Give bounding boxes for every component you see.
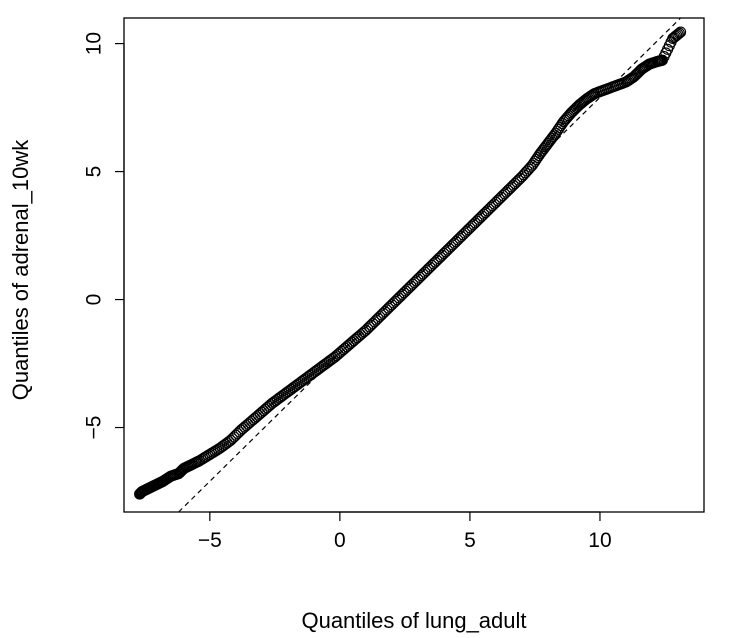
x-axis-title: Quantiles of lung_adult [301, 608, 526, 633]
plot-frame [123, 17, 705, 513]
x-axis: −5 0 5 10 [198, 511, 612, 552]
x-tick-label: 0 [334, 529, 346, 552]
points-layer [134, 26, 687, 500]
data-point [673, 27, 685, 39]
y-tick-label: 10 [83, 32, 106, 55]
reference-line-layer [178, 17, 682, 513]
data-point [548, 129, 560, 141]
x-tick-label: −5 [198, 529, 222, 552]
data-point [675, 26, 687, 38]
data-point [672, 28, 684, 40]
reference-line [178, 17, 682, 513]
y-axis: −5 0 5 10 [83, 32, 125, 440]
x-tick-label: 5 [464, 529, 476, 552]
y-tick-label: −5 [83, 416, 106, 440]
y-axis-title: Quantiles of adrenal_10wk [8, 139, 33, 400]
x-tick-label: 10 [588, 529, 611, 552]
data-point [671, 29, 683, 41]
y-tick-label: 0 [83, 294, 106, 306]
data-point [525, 161, 537, 173]
y-tick-label: 5 [83, 166, 106, 178]
